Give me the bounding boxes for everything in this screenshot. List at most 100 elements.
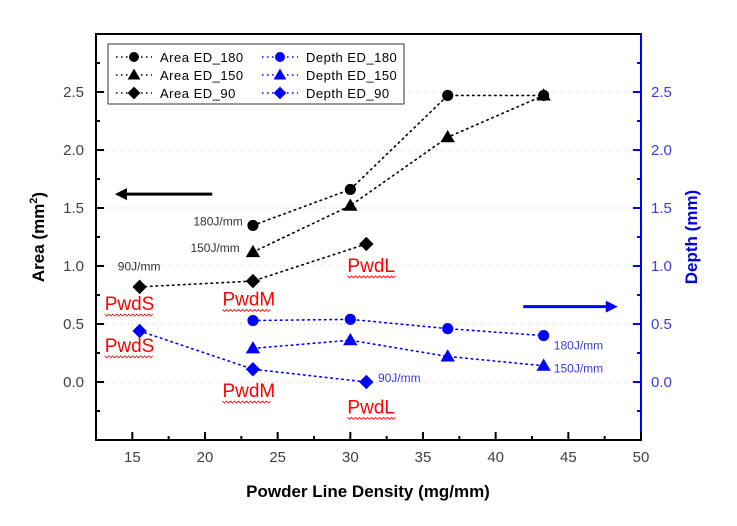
energy-label: 90J/mm	[118, 260, 161, 274]
data-point	[132, 323, 147, 339]
series-depth-ed-180	[247, 313, 550, 342]
y-tick-label: 1.0	[63, 258, 84, 275]
y-axis-left: 0.0 0.5 1.0 1.5 2.0 2.5	[63, 62, 104, 412]
legend-marker	[275, 52, 285, 62]
series-line	[138, 243, 368, 288]
data-point	[359, 236, 374, 252]
legend: Area ED_180 Area ED_150 Area ED_90 Depth ED…	[107, 43, 405, 105]
legend-marker	[129, 52, 139, 62]
series-area-ed-180	[247, 89, 550, 231]
data-point	[343, 333, 358, 346]
legend-item: Depth ED_180	[262, 50, 397, 65]
y-tick-label: 0.0	[63, 374, 84, 391]
spellcheck-underline	[347, 275, 396, 279]
y-tick-label: 2.0	[63, 142, 84, 159]
data-point	[343, 198, 358, 211]
series-line	[252, 339, 545, 367]
x-tick-label: 25	[269, 449, 286, 466]
x-tick-label: 30	[342, 449, 359, 466]
y2-tick-label: 1.0	[651, 258, 672, 275]
data-point	[132, 279, 147, 295]
x-tick-label: 20	[197, 449, 214, 466]
data-point	[245, 362, 261, 377]
spellcheck-underline	[347, 416, 396, 420]
powder-label: PwdS	[105, 294, 155, 315]
legend-label: Depth ED_180	[306, 50, 397, 65]
powder-label: PwdL	[347, 256, 395, 277]
data-point	[442, 89, 454, 102]
x-tick-label: 50	[633, 449, 650, 466]
x-axis-title: Powder Line Density (mg/mm)	[246, 482, 490, 501]
data-point	[538, 330, 550, 342]
powder-label: PwdM	[222, 381, 275, 402]
legend-item: Area ED_90	[116, 86, 236, 101]
powder-label: PwdS	[105, 336, 155, 357]
legend-item: Area ED_150	[116, 68, 244, 83]
legend-item: Depth ED_90	[262, 86, 390, 101]
data-point	[247, 314, 259, 327]
legend-label: Area ED_90	[160, 86, 236, 101]
x-tick-label: 45	[560, 449, 577, 466]
series-line	[252, 94, 545, 253]
y-axis-title: Area (mm2)	[28, 192, 48, 282]
y2-tick-label: 2.0	[651, 142, 672, 159]
y2-tick-label: 1.5	[651, 200, 672, 217]
x-axis: 15 20 25 30 35 40 45 50	[124, 432, 649, 466]
legend-item: Area ED_180	[116, 50, 244, 65]
y2-tick-label: 0.5	[651, 316, 672, 333]
legend-item: Depth ED_150	[262, 68, 397, 83]
energy-label: 150J/mm	[554, 362, 603, 376]
data-point	[359, 374, 374, 390]
data-point	[247, 219, 259, 231]
arrow-head	[114, 188, 127, 201]
y2-tick-label: 2.5	[651, 84, 672, 101]
y-axis-title-main: Area (mm	[29, 204, 48, 282]
energy-label: 90J/mm	[378, 371, 421, 385]
data-point	[442, 323, 454, 335]
data-point	[245, 341, 261, 354]
data-point	[245, 273, 261, 289]
x-tick-label: 40	[487, 449, 504, 466]
y-tick-label: 2.5	[63, 84, 84, 101]
data-point	[536, 358, 551, 371]
energy-label: 180J/mm	[193, 214, 242, 228]
left-axis-arrow	[114, 188, 213, 201]
legend-marker	[127, 86, 141, 100]
data-point	[536, 88, 551, 101]
series-depth-ed-90	[132, 323, 374, 390]
spellcheck-underline	[222, 308, 271, 313]
legend-label: Depth ED_150	[306, 68, 397, 83]
series-layer	[132, 88, 551, 390]
y-axis-title-superscript: 2	[28, 198, 40, 204]
powder-label: PwdM	[222, 289, 275, 310]
legend-marker	[127, 68, 141, 80]
legend-marker	[273, 68, 287, 80]
spellcheck-underline	[104, 313, 154, 317]
legend-box	[107, 43, 405, 105]
right-axis-arrow	[523, 300, 618, 313]
y-tick-label: 0.5	[63, 316, 84, 333]
y2-axis-title: Depth (mm)	[682, 190, 701, 284]
spellcheck-underline	[222, 400, 271, 404]
energy-label: 180J/mm	[554, 339, 603, 353]
annotations: 180J/mm 150J/mm 90J/mm PwdS PwdM PwdL PwdS PwdM…	[104, 188, 618, 420]
data-point	[440, 130, 455, 143]
energy-label: 150J/mm	[190, 241, 239, 255]
x-tick-label: 35	[415, 449, 432, 466]
spellcheck-underline	[104, 355, 154, 359]
series-depth-ed-150	[245, 333, 551, 371]
series-area-ed-150	[245, 88, 551, 258]
x-tick-label: 15	[124, 449, 141, 466]
legend-label: Area ED_150	[160, 68, 244, 83]
y-axis-right: 0.0 0.5 1.0 1.5 2.0 2.5	[633, 62, 672, 412]
data-point	[440, 349, 455, 362]
legend-label: Depth ED_90	[306, 86, 390, 101]
y2-tick-label: 0.0	[651, 374, 672, 391]
arrow-head	[605, 300, 618, 313]
legend-label: Area ED_180	[160, 50, 244, 65]
powder-label: PwdL	[347, 397, 395, 418]
y-axis-title-suffix: )	[29, 192, 48, 198]
legend-marker	[273, 86, 287, 100]
series-line	[252, 94, 545, 227]
